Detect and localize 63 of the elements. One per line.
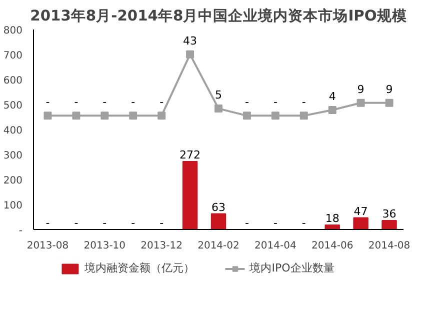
bar [210,213,226,230]
y-tick-label: 300 [3,150,23,162]
bar [182,161,198,230]
data-label: - [244,216,249,230]
point [186,50,194,58]
data-label: 18 [325,212,340,225]
y-tick-label: 100 [3,200,23,212]
y-tick-label: 600 [3,76,23,86]
data-label: - [302,216,306,230]
y-tick-label: 500 [3,100,23,112]
data-label: 43 [183,34,198,48]
bar [382,220,397,230]
bar [353,217,368,230]
data-label: - [131,216,136,230]
data-label: - [273,216,278,230]
y-tick-label: 200 [3,176,23,186]
point [300,112,308,120]
point [100,112,109,120]
point [328,106,336,114]
y-tick-label: 400 [3,126,23,136]
data-label: - [160,216,164,230]
data-label: - [131,96,136,109]
data-label: - [273,96,278,109]
x-tick-label: 2013-08 [26,240,69,252]
data-label: 36 [382,208,396,220]
y-tick-label: 700 [3,50,23,62]
data-label: - [302,96,306,109]
x-tick-label: 2014-06 [311,240,354,252]
point [44,112,52,120]
data-label: 9 [386,82,393,96]
data-label: - [74,96,78,109]
data-label: - [160,96,164,109]
point [72,112,80,120]
data-label: 63 [212,200,226,214]
point [214,104,222,113]
chart-title: 2013年8月-2014年8月中国企业境内资本市场IPO规模 [30,6,407,24]
data-label: - [102,216,107,230]
legend-label: 境内IPO企业数量 [250,260,334,276]
point [271,112,280,120]
x-tick-label: 2014-02 [198,240,240,252]
point [129,112,138,120]
bar [324,224,340,230]
data-label: - [244,96,249,109]
data-label: 4 [328,90,336,103]
legend-label: 境内融资金额（亿元） [84,260,195,276]
data-label: - [102,96,107,109]
x-tick-label: 2014-04 [254,240,296,252]
point [356,98,365,107]
data-label: - [74,216,78,230]
y-tick-label: 800 [3,26,23,36]
point [385,98,394,107]
x-tick-label: 2013-10 [84,240,126,252]
data-label: 47 [354,204,368,218]
y-tick-label: - [18,226,23,236]
data-label: 272 [180,148,201,162]
point [242,112,251,120]
data-label: - [46,216,50,230]
point [158,112,166,120]
x-tick-label: 2013-12 [140,240,182,252]
data-label: - [46,96,50,109]
data-label: 5 [215,88,222,102]
data-label: 9 [357,82,364,96]
x-tick-label: 2014-08 [368,240,410,252]
